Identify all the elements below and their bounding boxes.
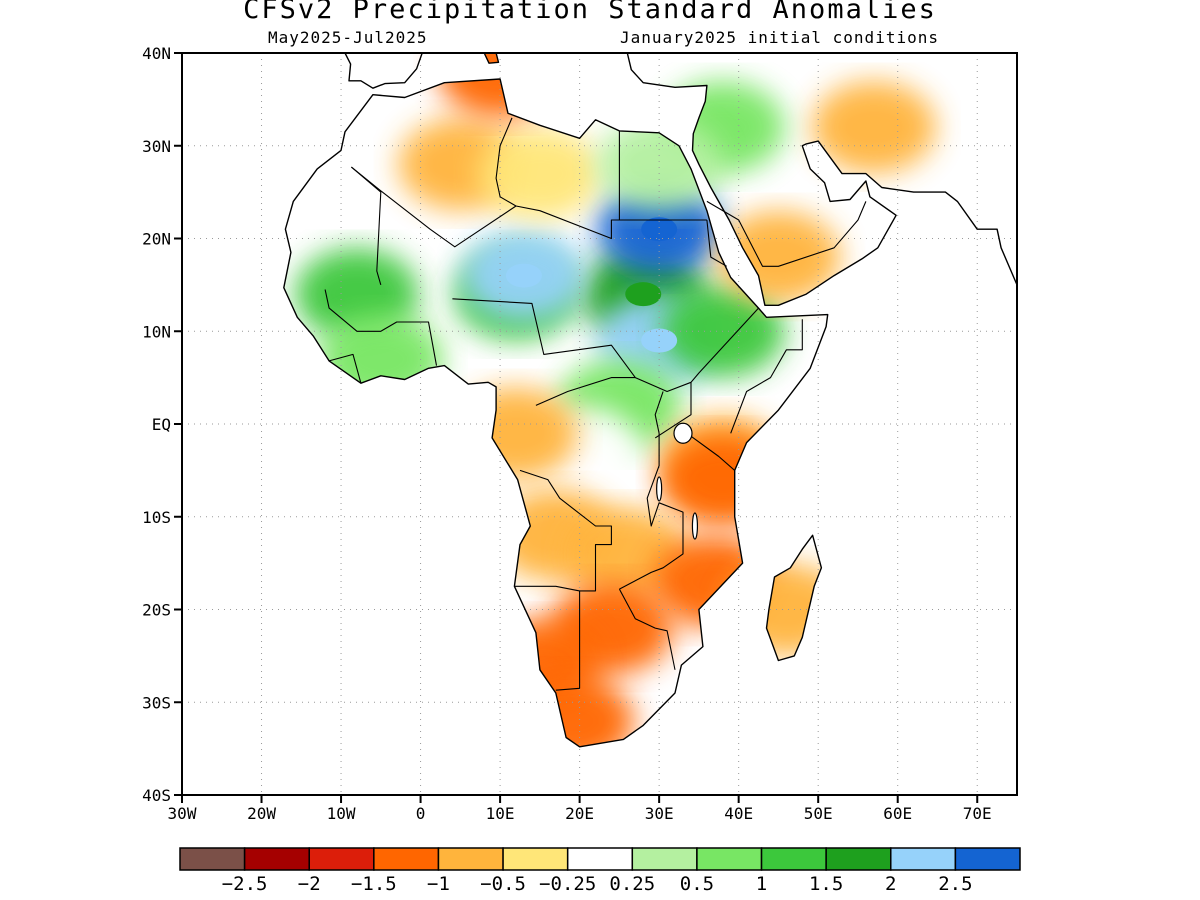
colorbar-swatch: [825, 847, 892, 871]
colorbar-label: 0.5: [680, 873, 714, 895]
colorbar-label: 0.25: [609, 873, 655, 895]
colorbar-label: −1: [427, 873, 450, 895]
africa-coastline: [283, 78, 829, 748]
colorbar-label: −0.5: [480, 873, 526, 895]
country-border: [686, 432, 736, 471]
madagascar-coastline: [765, 534, 823, 662]
country-border: [495, 117, 517, 207]
lat-tick-label: 20N: [142, 230, 171, 249]
colorbar-swatch: [437, 847, 504, 871]
country-border: [555, 590, 581, 691]
colorbar-label: 1.5: [809, 873, 843, 895]
lake-outline: [691, 512, 699, 540]
country-border: [514, 469, 612, 592]
anomaly-iran: [811, 81, 936, 174]
lat-tick-label: 30N: [142, 137, 171, 156]
lat-tick-label: 10S: [142, 508, 171, 527]
lat-tick-label: 40N: [142, 44, 171, 63]
colorbar-swatch: [631, 847, 698, 871]
colorbar-swatch: [760, 847, 827, 871]
country-border: [351, 166, 382, 286]
colorbar-swatch: [890, 847, 957, 871]
country-border: [654, 382, 692, 439]
colorbar-swatch: [373, 847, 440, 871]
colorbar-swatch: [243, 847, 310, 871]
country-border: [328, 353, 362, 384]
lake-outline: [656, 476, 663, 502]
country-border: [730, 319, 803, 434]
country-border: [324, 289, 438, 366]
lon-tick-label: 30W: [168, 804, 197, 823]
lon-tick-label: 0: [416, 804, 426, 823]
lon-tick-label: 10E: [486, 804, 515, 823]
country-border: [618, 588, 676, 670]
lat-tick-label: 10N: [142, 322, 171, 341]
colorbar-label: 2.5: [938, 873, 972, 895]
forecast-period: May2025-Jul2025: [268, 28, 428, 47]
anomaly-core-north-sudan: [641, 217, 678, 242]
lat-tick-label: EQ: [152, 415, 171, 434]
lon-tick-label: 20W: [247, 804, 276, 823]
lon-tick-label: 20E: [565, 804, 594, 823]
anomaly-libya: [477, 127, 602, 220]
initial-conditions-label: January2025 initial conditions: [620, 28, 939, 47]
lat-tick-label: 20S: [142, 601, 171, 620]
colorbar-label: −1.5: [351, 873, 397, 895]
map-title: CFSv2 Precipitation Standard Anomalies: [243, 0, 937, 25]
lat-tick-label: 30S: [142, 693, 171, 712]
sardinia-coastline: [483, 53, 500, 64]
anomaly-core-south-sudan: [641, 328, 678, 353]
country-border: [619, 391, 684, 590]
colorbar: −2.5 −2 −1.5 −1 −0.5 −0.25 0.25 0.5 1 1.5 2 2.5: [179, 847, 1021, 895]
lon-tick-label: 70E: [963, 804, 992, 823]
arabia-asia-coastline: [626, 53, 1017, 306]
anomaly-core-sudan: [625, 282, 662, 307]
lake-outline: [673, 422, 693, 444]
anomaly-fill-layer: [294, 53, 936, 747]
country-border: [535, 377, 636, 406]
colorbar-swatch: [308, 847, 375, 871]
colorbar-label: −0.25: [539, 873, 596, 895]
colorbar-swatch: [954, 847, 1021, 871]
colorbar-swatch: [566, 847, 634, 871]
lon-tick-label: 40E: [724, 804, 753, 823]
lon-tick-label: 30E: [645, 804, 674, 823]
colorbar-label: 2: [885, 873, 896, 895]
colorbar-label: 1: [756, 873, 767, 895]
iberia-coastline: [344, 53, 446, 89]
lon-tick-label: 10W: [327, 804, 356, 823]
colorbar-swatch: [696, 847, 763, 871]
country-border: [706, 200, 867, 267]
colorbar-swatch: [502, 847, 569, 871]
lat-tick-label: 40S: [142, 786, 171, 805]
anomaly-core-chad: [505, 263, 542, 288]
colorbar-label: −2.5: [222, 873, 268, 895]
coastlines-and-borders: [283, 53, 1017, 748]
colorbar-label: −2: [298, 873, 321, 895]
lon-tick-label: 50E: [804, 804, 833, 823]
lon-tick-label: 60E: [883, 804, 912, 823]
country-border: [706, 219, 727, 267]
colorbar-swatch: [179, 847, 246, 871]
